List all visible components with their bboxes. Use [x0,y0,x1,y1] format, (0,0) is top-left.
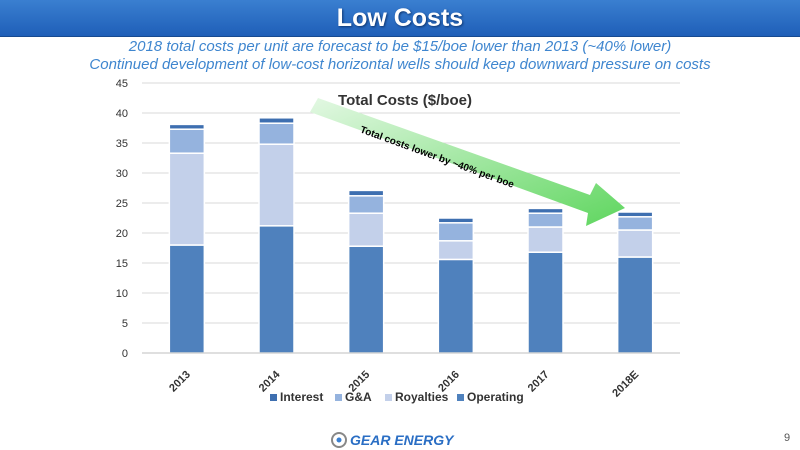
page-number: 9 [784,432,791,444]
legend-label: Interest [280,390,323,404]
bar-segment-operating-2017 [527,251,564,354]
legend-swatch [385,394,392,401]
x-tick-label: 2018E [610,369,641,400]
bar-segment-interest-2015 [347,189,385,197]
bar-segment-ga-2013 [168,128,206,154]
page-title: Low Costs [336,4,464,32]
bar-segment-operating-2018e [616,256,654,354]
y-tick-label: 45 [116,78,128,90]
bar-segment-royalties-2015 [347,212,385,247]
x-tick-label: 2013 [167,369,193,395]
bar-segment-operating-2014 [258,225,295,354]
bar-segment-ga-2015 [347,195,385,214]
gear-icon [331,432,347,448]
chart-title: Total Costs ($/boe) [338,92,472,109]
grid-lines [142,82,680,324]
logo-text: GEAR ENERGY [350,432,455,448]
legend-swatch [457,394,464,401]
legend: Interest G&A Royalties Operating [270,390,524,404]
title-bar [0,0,800,37]
bar-segment-royalties-2013 [168,152,206,246]
bar-segment-royalties-2016 [437,240,475,261]
bar-segment-ga-2016 [437,222,475,242]
bar-segment-interest-2018e [616,211,654,218]
bar-segment-ga-2017 [527,212,564,228]
y-tick-label: 0 [122,348,128,360]
legend-label: G&A [345,390,372,404]
y-tick-label: 5 [122,318,128,330]
bar-segment-interest-2014 [258,117,295,124]
y-tick-label: 20 [116,228,128,240]
bar-segment-operating-2013 [168,244,206,354]
x-tick-label: 2017 [526,369,552,395]
y-tick-label: 35 [116,138,128,150]
y-tick-label: 10 [116,288,128,300]
bar-segment-interest-2013 [168,123,206,130]
trend-arrow [310,98,625,226]
legend-swatch [335,394,342,401]
bar-segment-interest-2016 [437,217,475,224]
subtitle-line-1: 2018 total costs per unit are forecast t… [128,38,672,55]
bar-segment-ga-2018e [616,216,654,231]
y-tick-label: 25 [116,198,128,210]
bar-segment-ga-2014 [258,122,295,145]
subtitle-line-2: Continued development of low-cost horizo… [89,56,711,73]
bar-segment-operating-2016 [437,258,475,354]
arrow-annotation: Total costs lower by ~40% per boe [358,125,515,191]
bar-segment-royalties-2014 [258,143,295,227]
bar-segment-royalties-2017 [527,226,564,253]
bar-segment-operating-2015 [347,245,385,354]
legend-swatch [270,394,277,401]
y-tick-label: 40 [116,108,128,120]
bar-segment-interest-2017 [527,207,564,214]
y-tick-label: 30 [116,168,128,180]
legend-label: Royalties [395,390,449,404]
legend-label: Operating [467,390,524,404]
y-tick-label: 15 [116,258,128,270]
bar-segment-royalties-2018e [616,229,654,258]
gear-energy-logo: GEAR ENERGY [331,432,455,448]
